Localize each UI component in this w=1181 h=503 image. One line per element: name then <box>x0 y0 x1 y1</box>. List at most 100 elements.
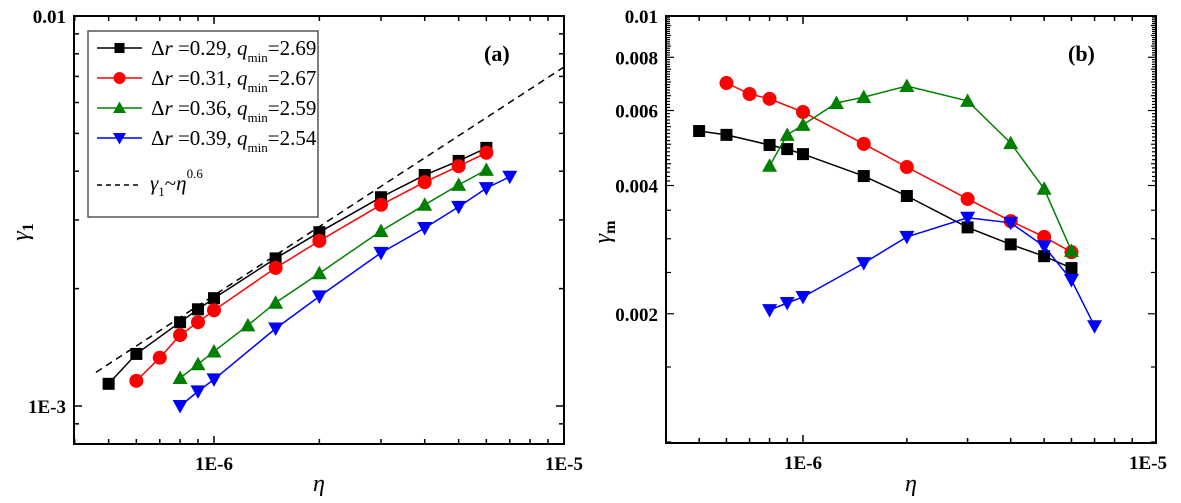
data-point <box>779 127 795 141</box>
legend-reference-label: γ1~η0.6 <box>150 166 203 199</box>
panel-a-label: (a) <box>484 41 510 66</box>
data-point <box>190 385 206 399</box>
data-point <box>130 347 143 360</box>
panel-b-xlabel: η <box>905 471 917 497</box>
series-2 <box>172 162 494 384</box>
series-line <box>726 82 1072 253</box>
data-point <box>900 189 913 202</box>
legend-label: Δr =0.31, qmin=2.67 <box>151 66 316 95</box>
data-point <box>720 128 733 141</box>
data-point <box>268 260 283 275</box>
data-point <box>1003 135 1019 150</box>
data-point <box>373 223 389 238</box>
data-point <box>960 211 976 226</box>
data-point <box>795 117 811 131</box>
data-point <box>797 148 809 161</box>
y-tick-label: 1E-3 <box>28 397 66 418</box>
legend-label: Δr =0.29, qmin=2.69 <box>151 36 316 65</box>
data-point <box>762 304 778 318</box>
data-point <box>899 230 915 245</box>
data-point <box>417 197 433 211</box>
panel-a-ylabel: γ1 <box>8 223 37 240</box>
data-point <box>857 170 870 183</box>
data-point <box>417 175 432 190</box>
legend-box <box>87 30 319 218</box>
legend-item: Δr =0.29, qmin=2.69 <box>97 36 316 65</box>
panel-b-marks <box>693 76 1103 334</box>
legend-label: Δr =0.39, qmin=2.54 <box>151 126 317 155</box>
y-tick-label: 0.002 <box>615 305 658 326</box>
legend-marker <box>113 101 126 113</box>
x-tick-label: 1E-6 <box>784 453 822 474</box>
data-point <box>960 93 976 107</box>
data-point <box>899 78 915 92</box>
data-point <box>828 95 844 109</box>
y-tick-label: 0.004 <box>615 177 658 198</box>
data-point <box>795 290 811 305</box>
data-point <box>781 143 794 156</box>
series-line <box>179 176 511 407</box>
data-point <box>478 162 494 176</box>
data-point <box>856 136 871 151</box>
data-point <box>129 373 144 388</box>
data-point <box>269 252 282 265</box>
data-point <box>1063 243 1079 257</box>
data-point <box>190 315 205 330</box>
data-point <box>762 158 778 172</box>
data-point <box>311 290 327 304</box>
y-tick-label: 0.01 <box>625 7 658 28</box>
panel-b-label: (b) <box>1068 41 1095 66</box>
data-point <box>208 292 220 305</box>
panel-a-marks <box>95 66 565 414</box>
data-point <box>742 86 757 101</box>
legend-item-reference: γ1~η0.6 <box>97 166 203 199</box>
legend-marker <box>114 43 125 53</box>
data-point <box>1036 240 1052 254</box>
y-tick-label: 0.008 <box>615 48 658 69</box>
data-point <box>479 145 494 160</box>
data-point <box>373 197 388 212</box>
data-point <box>451 200 467 215</box>
data-point <box>1065 262 1078 275</box>
y-tick-label: 0.006 <box>615 102 658 123</box>
data-point <box>899 160 914 175</box>
data-point <box>240 317 256 332</box>
data-point <box>719 76 734 91</box>
data-point <box>796 105 810 120</box>
data-point <box>960 191 975 206</box>
panel-b-ticks: 1E-6 1E-5 0.002 0.004 0.006 0.008 0.01 <box>615 7 1167 474</box>
data-point <box>1038 250 1051 263</box>
data-point <box>312 233 327 248</box>
series-line <box>769 217 1096 327</box>
data-point <box>190 356 206 371</box>
panel-a-ticks: 1E-6 1E-5 1E-3 0.01 <box>28 7 583 475</box>
data-point <box>268 295 284 309</box>
panel-b-frame <box>665 15 1157 444</box>
data-point <box>856 89 872 104</box>
x-tick-label: 1E-6 <box>195 454 233 475</box>
legend-item: Δr =0.31, qmin=2.67 <box>97 66 316 95</box>
data-point <box>173 328 188 343</box>
reference-line-power-law <box>95 66 565 373</box>
data-point <box>856 257 872 271</box>
series-line <box>179 169 487 379</box>
panel-b: 1E-6 1E-5 0.002 0.004 0.006 0.008 0.01 (b) η γ… <box>590 7 1167 497</box>
data-point <box>1003 216 1019 231</box>
data-point <box>1087 320 1103 334</box>
data-point <box>311 265 327 280</box>
data-point <box>172 400 188 414</box>
data-point <box>373 246 389 261</box>
data-point <box>206 343 222 358</box>
x-tick-label: 1E-5 <box>1129 453 1167 474</box>
panel-b-ylabel: γm <box>590 220 619 243</box>
data-point <box>102 377 115 390</box>
legend-item: Δr =0.36, qmin=2.59 <box>97 96 316 125</box>
series-0 <box>693 125 1078 275</box>
data-point <box>961 221 974 234</box>
data-point <box>268 322 284 337</box>
data-point <box>451 177 467 191</box>
data-point <box>693 125 706 138</box>
legend-label: Δr =0.36, qmin=2.59 <box>151 96 316 125</box>
